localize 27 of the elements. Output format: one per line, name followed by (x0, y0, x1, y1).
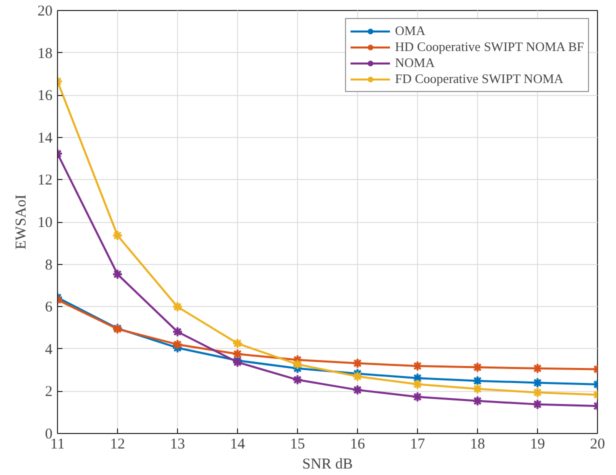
x-tick-label: 13 (170, 436, 185, 452)
x-tick-label: 17 (410, 436, 426, 452)
y-axis-title: EWSAoI (14, 194, 30, 250)
y-tick-label: 16 (38, 88, 53, 104)
x-tick-label: 20 (590, 436, 605, 452)
x-tick-label: 19 (530, 436, 545, 452)
y-tick-label: 18 (38, 46, 52, 62)
y-tick-label: 0 (45, 426, 52, 442)
x-tick-label: 16 (350, 436, 366, 452)
legend-label: OMA (395, 23, 426, 39)
y-tick-label: 2 (45, 384, 52, 400)
y-tick-label: 6 (45, 300, 53, 316)
x-tick-label: 14 (230, 436, 246, 452)
y-tick-label: 14 (38, 130, 53, 146)
y-tick-label: 12 (38, 172, 52, 189)
x-axis-title: SNR dB (302, 456, 353, 472)
y-tick-label: 20 (38, 4, 52, 20)
x-tick-label: 18 (470, 436, 485, 452)
x-tick-label: 15 (290, 436, 305, 452)
legend-label: FD Cooperative SWIPT NOMA (395, 71, 564, 87)
y-tick-label: 4 (45, 342, 53, 358)
y-tick-label: 8 (45, 257, 52, 274)
y-tick-label: 10 (38, 215, 52, 231)
legend-label: HD Cooperative SWIPT NOMA BF (395, 39, 584, 55)
x-tick-label: 12 (110, 436, 125, 452)
x-tick-label: 11 (50, 436, 65, 452)
legend-label: NOMA (395, 55, 435, 71)
